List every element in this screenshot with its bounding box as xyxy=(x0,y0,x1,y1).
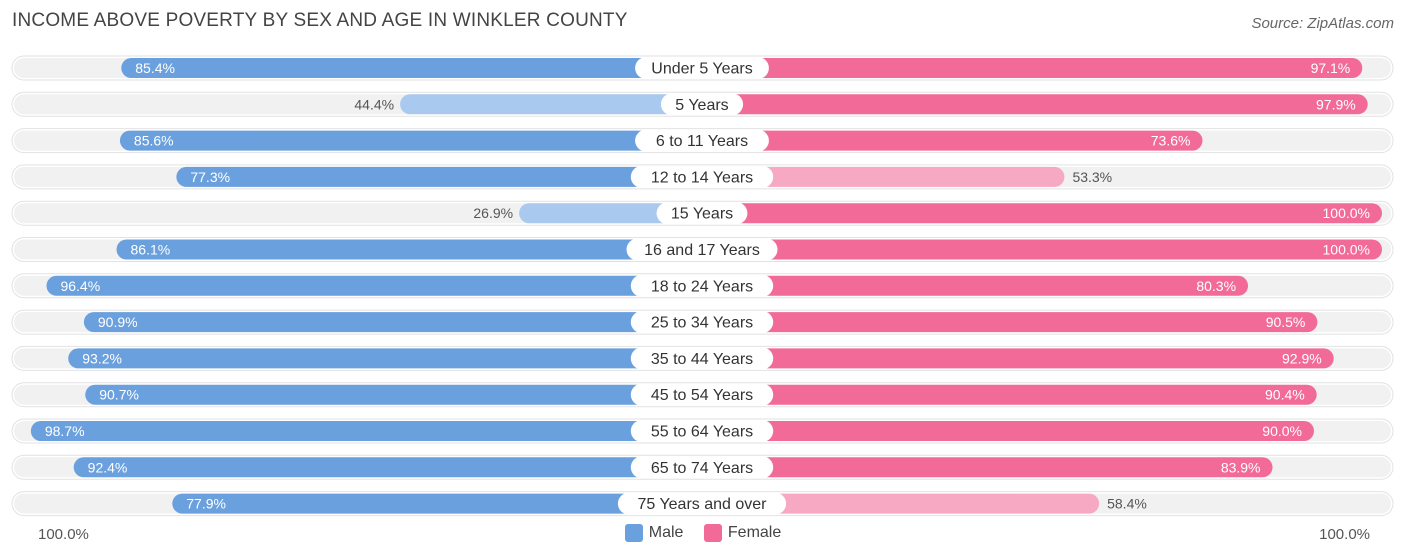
category-label: 55 to 64 Years xyxy=(651,424,753,441)
category-label: 18 to 24 Years xyxy=(651,278,753,295)
category-pill xyxy=(630,456,774,479)
male-bar xyxy=(400,94,702,115)
category-label: 5 Years xyxy=(675,97,728,114)
category-label: 35 to 44 Years xyxy=(651,351,753,368)
legend: Male Female xyxy=(0,524,1406,547)
male-swatch xyxy=(624,524,643,542)
female-bar xyxy=(702,239,1382,260)
female-value-label: 100.0% xyxy=(1323,242,1370,258)
female-bar xyxy=(702,421,1314,441)
male-value-label: 86.1% xyxy=(131,242,171,258)
category-pill xyxy=(630,347,774,370)
category-label: 25 to 34 Years xyxy=(651,315,753,332)
category-pill xyxy=(635,57,769,79)
category-label: 6 to 11 Years xyxy=(656,133,748,150)
female-value-label: 73.6% xyxy=(1151,133,1191,149)
female-value-label: 90.4% xyxy=(1265,387,1305,403)
male-value-label: 90.9% xyxy=(98,314,138,330)
category-label: 15 Years xyxy=(671,206,733,223)
male-value-label: 77.9% xyxy=(186,496,226,512)
source-credit: Source: ZipAtlas.com xyxy=(1251,15,1394,32)
category-pill xyxy=(630,311,774,334)
female-bar xyxy=(702,166,1065,187)
male-bar xyxy=(46,275,703,296)
female-bar xyxy=(702,384,1317,405)
female-value-label: 100.0% xyxy=(1323,205,1370,221)
female-value-label: 97.1% xyxy=(1311,60,1351,76)
legend-item-female: Female xyxy=(703,524,782,542)
male-value-label: 93.2% xyxy=(82,350,122,366)
female-bar xyxy=(702,457,1273,478)
female-value-label: 53.3% xyxy=(1072,169,1112,185)
female-bar xyxy=(702,58,1363,78)
male-bar xyxy=(85,384,703,405)
category-pill xyxy=(635,129,769,152)
male-value-label: 85.6% xyxy=(134,133,174,149)
male-bar xyxy=(116,239,702,260)
male-bar xyxy=(121,58,702,78)
female-bar xyxy=(702,203,1382,224)
category-label: Under 5 Years xyxy=(651,61,752,78)
category-pill xyxy=(630,274,774,297)
female-bar xyxy=(702,493,1100,514)
female-bar xyxy=(702,94,1368,115)
category-pill xyxy=(630,383,774,406)
category-pill xyxy=(626,238,778,261)
female-bar xyxy=(702,348,1334,369)
chart-canvas: 85.4% 97.1% Under 5 Years 44.4% 97.9% 5 Years… xyxy=(11,55,1394,517)
female-value-label: 90.5% xyxy=(1266,314,1306,330)
male-bar xyxy=(519,203,702,224)
female-bar xyxy=(702,275,1249,296)
male-bar xyxy=(30,421,702,441)
category-label: 12 to 14 Years xyxy=(651,169,753,186)
female-swatch xyxy=(703,524,722,542)
male-value-label: 98.7% xyxy=(45,423,85,439)
female-value-label: 97.9% xyxy=(1316,96,1356,112)
axis-right-label: 100.0% xyxy=(1319,526,1370,543)
category-pill xyxy=(630,420,774,442)
category-pill xyxy=(660,93,744,116)
male-value-label: 96.4% xyxy=(60,278,100,294)
category-label: 75 Years and over xyxy=(638,496,768,513)
male-bar xyxy=(68,348,703,369)
male-bar xyxy=(119,130,703,151)
category-pill xyxy=(617,492,787,515)
male-bar xyxy=(73,457,703,478)
category-pill xyxy=(630,165,774,188)
category-pill xyxy=(656,202,748,225)
legend-female-label: Female xyxy=(727,524,782,541)
male-bar xyxy=(172,493,702,514)
female-bar xyxy=(702,130,1203,151)
legend-item-male: Male xyxy=(624,524,684,542)
male-value-label: 44.4% xyxy=(354,96,394,112)
male-bar xyxy=(176,166,703,187)
male-value-label: 90.7% xyxy=(99,387,139,403)
male-value-label: 77.3% xyxy=(190,169,230,185)
female-value-label: 83.9% xyxy=(1221,459,1261,475)
category-label: 65 to 74 Years xyxy=(651,460,753,477)
category-label: 16 and 17 Years xyxy=(644,242,760,259)
female-value-label: 92.9% xyxy=(1282,350,1322,366)
chart-title: INCOME ABOVE POVERTY BY SEX AND AGE IN W… xyxy=(12,10,628,31)
male-bar xyxy=(83,312,702,333)
axis-left-label: 100.0% xyxy=(38,526,89,543)
female-value-label: 90.0% xyxy=(1262,423,1302,439)
male-value-label: 92.4% xyxy=(88,459,128,475)
female-value-label: 80.3% xyxy=(1196,278,1236,294)
male-value-label: 85.4% xyxy=(135,60,175,76)
female-bar xyxy=(702,312,1318,333)
female-value-label: 58.4% xyxy=(1107,496,1147,512)
male-value-label: 26.9% xyxy=(473,205,513,221)
category-label: 45 to 54 Years xyxy=(651,387,753,404)
legend-male-label: Male xyxy=(648,524,684,541)
